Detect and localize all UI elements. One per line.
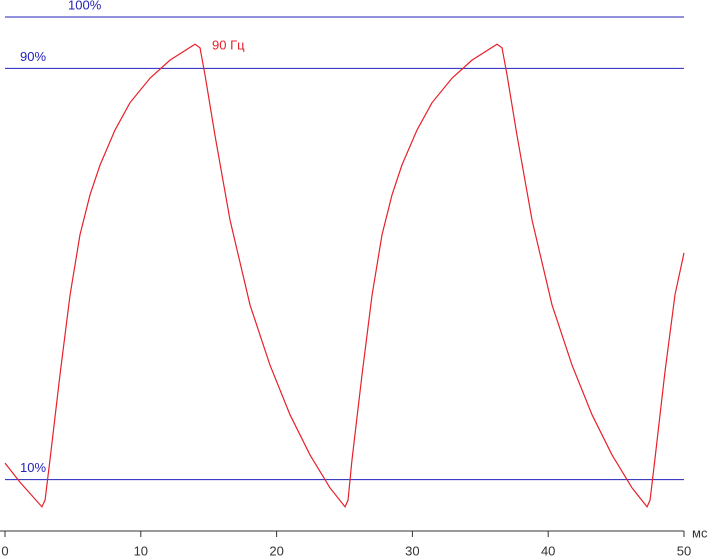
x-tick-label: 10 (134, 543, 148, 558)
data-line (4, 43, 685, 508)
annotation: 90 Гц (212, 37, 245, 52)
x-axis-label: мс (692, 525, 708, 540)
y-tick-label: 10% (20, 460, 46, 475)
x-tick-label: 40 (541, 543, 555, 558)
y-tick-label: 90% (20, 49, 46, 64)
x-tick-label: 0 (1, 543, 8, 558)
y-tick-label: 100% (68, 0, 102, 12)
x-tick-label: 20 (269, 543, 283, 558)
x-tick-label: 50 (677, 543, 691, 558)
x-tick-label: 30 (405, 543, 419, 558)
